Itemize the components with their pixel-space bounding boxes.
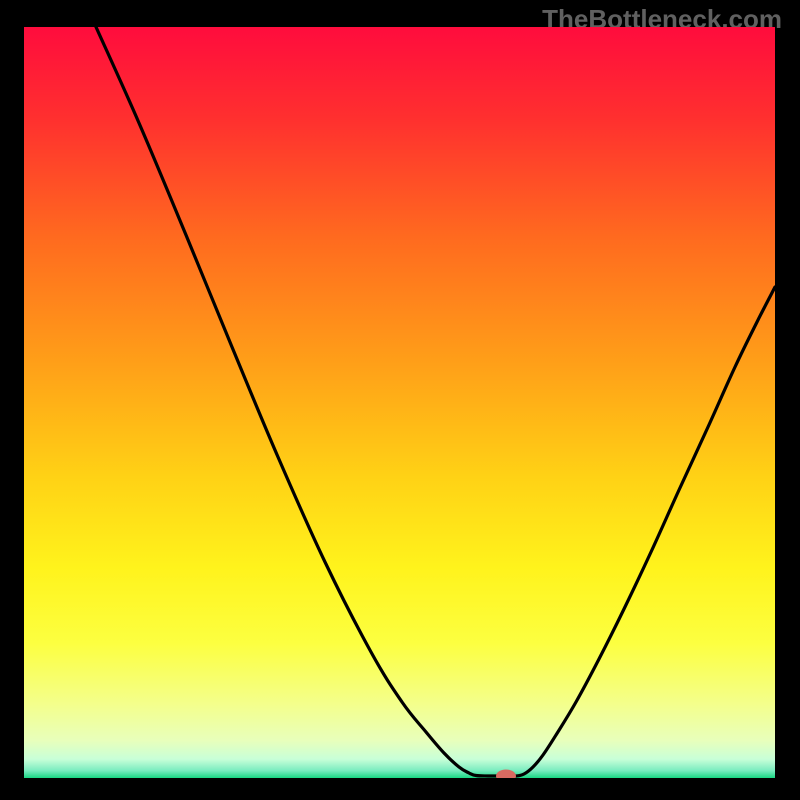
chart-container: TheBottleneck.com (0, 0, 800, 800)
gradient-background (24, 27, 775, 778)
plot-area (24, 27, 775, 778)
plot-svg (24, 27, 775, 778)
